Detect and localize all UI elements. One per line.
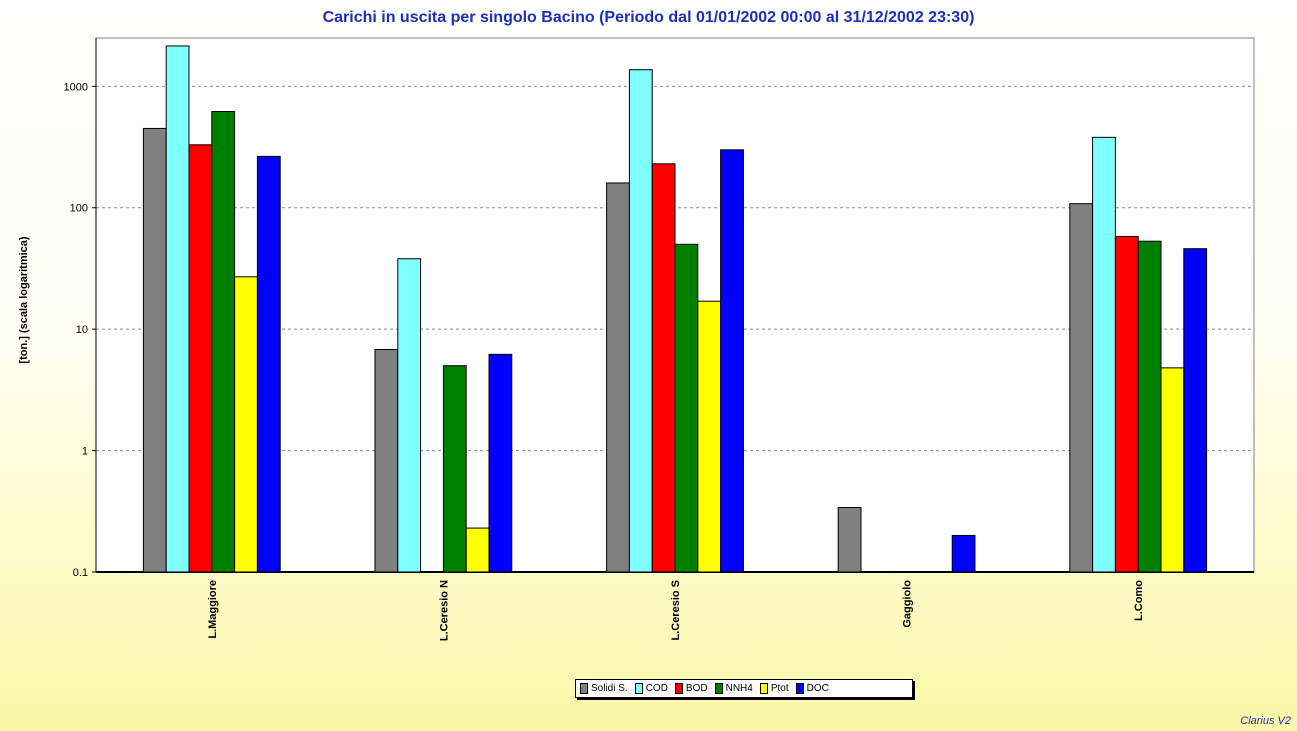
x-tick-label: Gaggiolo [902, 580, 914, 628]
bar-doc-2 [720, 149, 744, 573]
legend-swatch [714, 683, 723, 694]
legend-label: Solidi S. [591, 683, 628, 694]
bar-bod-0 [188, 144, 213, 573]
bar-doc-0 [256, 155, 281, 573]
bar-nnh4-0 [211, 111, 236, 573]
bar-solidi-s--1 [374, 348, 399, 573]
bar-solidi-s--3 [837, 506, 862, 573]
chart-title: Carichi in uscita per singolo Bacino (Pe… [322, 9, 975, 26]
legend-item: Solidi S. [580, 683, 628, 694]
bar-nnh4-4 [1137, 240, 1162, 573]
legend: Solidi S. COD BOD NNH4 Ptot DOC [575, 679, 913, 698]
bar-ptot-4 [1160, 367, 1185, 573]
bar-solidi-s--4 [1069, 203, 1094, 573]
legend-item: BOD [674, 683, 708, 694]
bar-ptot-0 [234, 276, 258, 573]
legend-label: COD [645, 683, 668, 694]
legend-swatch [759, 683, 768, 694]
bar-doc-3 [951, 534, 976, 573]
bar-cod-4 [1092, 136, 1116, 573]
legend-swatch [674, 683, 683, 694]
bar-solidi-s--2 [606, 182, 630, 573]
legend-label: BOD [685, 683, 708, 694]
bar-ptot-1 [465, 527, 490, 573]
bar-nnh4-1 [442, 365, 467, 573]
bar-cod-0 [165, 45, 190, 573]
bar-cod-2 [628, 69, 653, 573]
legend-label: Ptot [770, 683, 789, 694]
bar-ptot-2 [697, 300, 722, 573]
watermark: Clarius V2 [1240, 715, 1291, 727]
bar-doc-4 [1183, 248, 1208, 573]
legend-item: Ptot [759, 683, 789, 694]
bar-nnh4-2 [674, 243, 699, 573]
legend-swatch [795, 683, 804, 694]
y-tick-label: 1000 [64, 81, 88, 93]
x-tick-label: L.Maggiore [207, 580, 219, 639]
legend-swatch [634, 683, 643, 694]
legend-item: NNH4 [714, 683, 753, 694]
y-tick-label: 100 [70, 203, 88, 215]
bar-doc-1 [488, 353, 513, 573]
bar-bod-4 [1114, 235, 1139, 573]
y-tick-label: 0.1 [73, 567, 88, 579]
x-tick-label: L.Como [1133, 580, 1145, 621]
y-tick-label: 10 [76, 324, 88, 336]
bar-cod-1 [397, 258, 422, 573]
legend-label: NNH4 [725, 683, 753, 694]
bar-bod-2 [651, 163, 676, 573]
y-tick-label: 1 [82, 446, 88, 458]
legend-item: DOC [795, 683, 829, 694]
x-tick-label: L.Ceresio S [670, 580, 682, 641]
x-tick-label: L.Ceresio N [438, 580, 450, 641]
bar-solidi-s--0 [142, 127, 167, 573]
legend-swatch [580, 683, 588, 694]
legend-label: DOC [806, 683, 829, 694]
legend-item: COD [634, 683, 668, 694]
